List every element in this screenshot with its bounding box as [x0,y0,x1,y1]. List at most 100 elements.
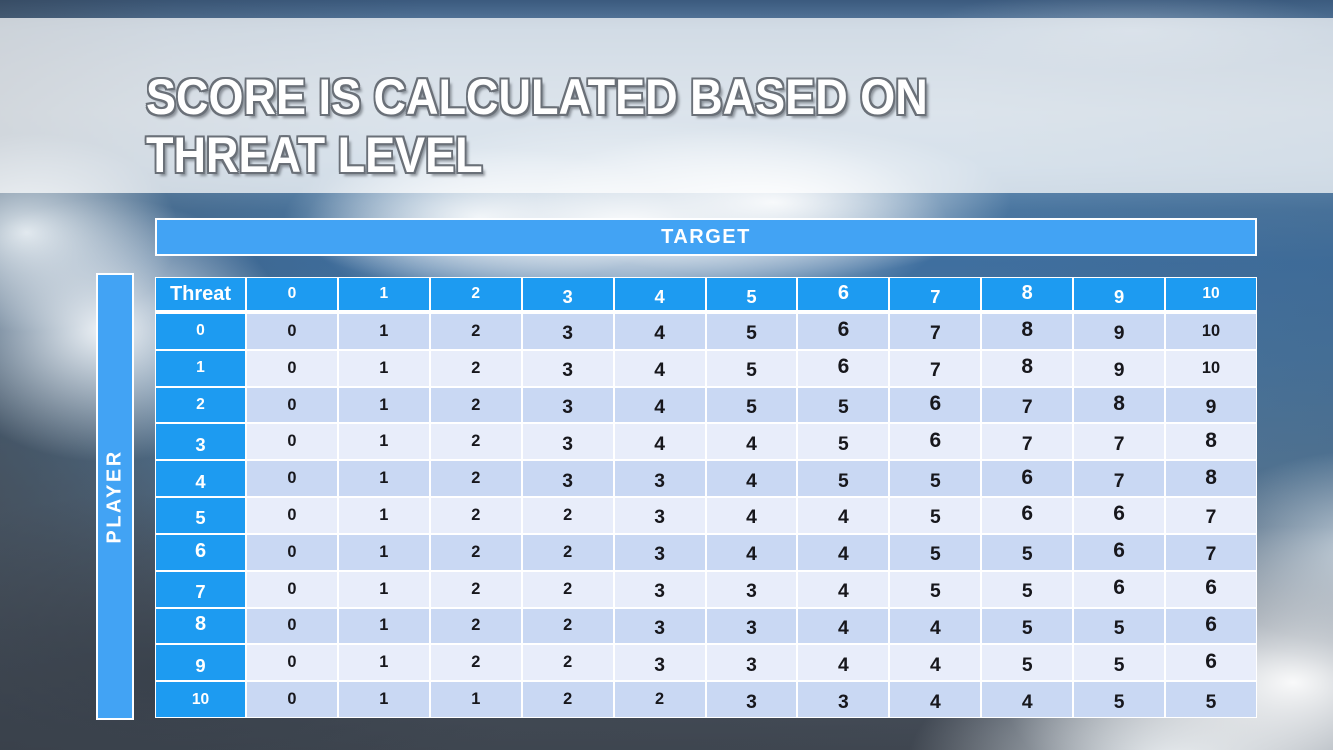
score-cell: 2 [430,461,521,497]
score-cell: 4 [706,534,797,570]
score-cell: 5 [1074,608,1165,644]
column-header: 0 [247,278,337,312]
score-cell: 3 [614,571,705,607]
score-cell: 5 [706,350,797,386]
score-cell: 0 [247,314,337,349]
score-cell: 1 [338,534,429,570]
page-title: SCORE IS CALCULATED BASED ON THREAT LEVE… [146,68,928,184]
score-cell: 2 [522,608,613,644]
score-cell: 0 [247,424,337,460]
score-cell: 1 [338,350,429,386]
score-cell: 0 [247,387,337,423]
score-cell: 3 [522,424,613,460]
score-cell: 8 [1074,387,1165,423]
score-cell: 5 [1166,682,1256,717]
column-header: 1 [338,278,429,312]
score-cell: 6 [1166,645,1256,681]
score-cell: 3 [522,350,613,386]
row-header: 5 [156,498,245,533]
score-cell: 1 [338,387,429,423]
score-cell: 2 [430,608,521,644]
score-cell: 0 [247,608,337,644]
score-cell: 2 [430,387,521,423]
score-cell: 7 [1166,498,1256,533]
score-cell: 2 [430,314,521,349]
score-cell: 5 [982,571,1073,607]
column-header: 4 [614,278,705,312]
page-title-line2: THREAT LEVEL [146,127,483,183]
score-cell: 8 [1166,424,1256,460]
score-cell: 3 [614,461,705,497]
score-cell: 3 [798,682,889,717]
score-cell: 7 [982,387,1073,423]
column-header: 3 [522,278,613,312]
score-cell: 6 [1074,534,1165,570]
score-cell: 2 [430,498,521,533]
score-cell: 3 [614,608,705,644]
score-cell: 0 [247,350,337,386]
row-header: 9 [156,645,245,681]
score-cell: 7 [890,314,981,349]
score-cell: 4 [614,387,705,423]
target-axis-label: TARGET [155,218,1257,256]
score-cell: 0 [247,498,337,533]
score-cell: 6 [798,350,889,386]
player-axis-text: PLAYER [103,449,126,544]
score-cell: 1 [338,645,429,681]
score-cell: 4 [706,424,797,460]
score-cell: 6 [1074,571,1165,607]
score-cell: 3 [614,534,705,570]
score-cell: 4 [798,498,889,533]
score-cell: 8 [1166,461,1256,497]
score-cell: 4 [614,314,705,349]
row-header: 2 [156,387,245,423]
score-cell: 8 [982,314,1073,349]
score-cell: 9 [1074,314,1165,349]
row-header: 6 [156,534,245,570]
score-cell: 3 [614,645,705,681]
score-cell: 3 [614,498,705,533]
score-cell: 5 [890,498,981,533]
score-cell: 1 [338,461,429,497]
score-cell: 9 [1166,387,1256,423]
score-cell: 3 [522,314,613,349]
score-cell: 2 [430,645,521,681]
row-header: 1 [156,350,245,386]
score-cell: 4 [890,682,981,717]
score-cell: 2 [430,424,521,460]
row-header: 0 [156,314,245,349]
score-cell: 6 [982,498,1073,533]
score-cell: 0 [247,645,337,681]
score-cell: 2 [522,534,613,570]
score-cell: 7 [1166,534,1256,570]
score-cell: 2 [522,498,613,533]
score-cell: 0 [247,461,337,497]
score-cell: 5 [982,645,1073,681]
score-cell: 1 [338,571,429,607]
score-cell: 4 [614,350,705,386]
score-cell: 1 [430,682,521,717]
score-cell: 2 [522,645,613,681]
score-cell: 6 [890,424,981,460]
target-axis-text: TARGET [661,225,751,248]
score-cell: 3 [522,461,613,497]
score-cell: 6 [1074,498,1165,533]
score-cell: 5 [798,387,889,423]
score-cell: 4 [798,571,889,607]
column-header: 8 [982,278,1073,312]
score-cell: 6 [1166,608,1256,644]
score-cell: 4 [798,608,889,644]
score-cell: 7 [982,424,1073,460]
score-cell: 5 [890,571,981,607]
score-cell: 6 [798,314,889,349]
matrix-corner-header: Threat [156,278,245,312]
score-cell: 3 [706,608,797,644]
column-header: 9 [1074,278,1165,312]
score-cell: 5 [890,461,981,497]
score-cell: 6 [890,387,981,423]
score-cell: 3 [706,571,797,607]
score-cell: 3 [706,645,797,681]
